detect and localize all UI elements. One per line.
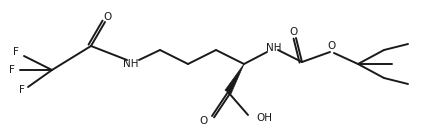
Text: OH: OH	[256, 113, 272, 123]
Text: F: F	[9, 65, 15, 75]
Text: F: F	[19, 85, 25, 95]
Text: NH: NH	[123, 59, 139, 69]
Text: O: O	[290, 27, 298, 37]
Polygon shape	[225, 64, 244, 94]
Text: O: O	[328, 41, 336, 51]
Text: F: F	[13, 47, 19, 57]
Text: O: O	[200, 116, 208, 126]
Text: O: O	[103, 12, 111, 22]
Text: NH: NH	[266, 43, 282, 53]
